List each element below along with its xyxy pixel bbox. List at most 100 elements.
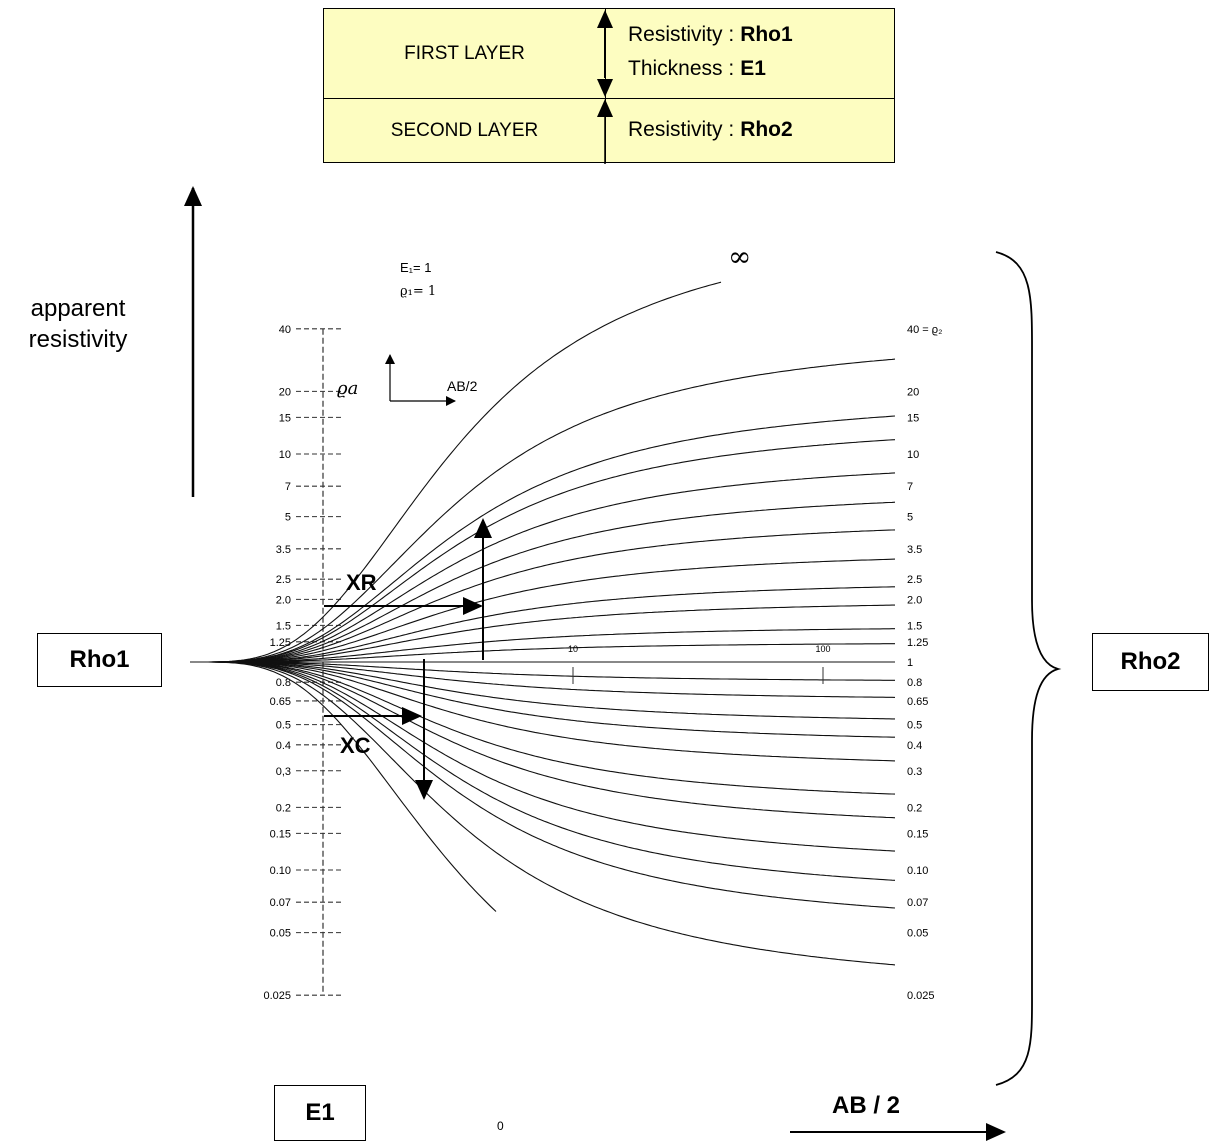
y-tick-label: 3.5 (276, 544, 291, 556)
resistivity-curve (190, 661, 896, 852)
curve-label: 0.025 (907, 990, 935, 1002)
x-axis-ticks: 10 100 (568, 644, 831, 684)
y-tick-label: 2.5 (276, 574, 291, 586)
curve-label: 0.10 (907, 865, 928, 877)
y-axis-ticks: 40 20 15 10 7 5 3.5 2.5 2.0 1.5 1.25 0.8 0.65 0.5 0.4 0… (263, 324, 341, 1002)
first-layer-thickness-label: Thickness : (628, 57, 735, 80)
resistivity-curve (190, 604, 895, 663)
resistivity-curve (190, 661, 895, 738)
y-tick-label: 40 (279, 324, 291, 336)
resistivity-curve (190, 628, 895, 663)
y-tick-label: 0.10 (270, 865, 291, 877)
x-tick-label: 10 (568, 644, 578, 654)
sounding-curves: 40 = ϱ₂ 20 15 10 7 5 3.5 2.5 2.0 1.5 1.25 1 0.8 0.65 0… (190, 281, 942, 1002)
curve-label: 0.2 (907, 802, 922, 814)
x-tick-label: 100 (815, 644, 830, 654)
second-layer-properties: Resistivity : Rho2 (606, 99, 894, 163)
curve-label: 1 (907, 657, 913, 669)
first-layer-properties: Resistivity : Rho1 Thickness : E1 (606, 9, 894, 98)
y-tick-label: 0.65 (270, 696, 291, 708)
first-layer-thickness: Thickness : E1 (628, 52, 894, 86)
zero-curve (190, 661, 497, 912)
first-layer-resistivity: Resistivity : Rho1 (628, 18, 894, 52)
resistivity-curve (190, 661, 896, 909)
y-tick-label: 0.05 (270, 928, 291, 940)
param-e1: E₁= 1 (400, 260, 432, 275)
resistivity-curve (190, 415, 896, 663)
zero-label: 0 (497, 1119, 504, 1133)
resistivity-curve (190, 439, 896, 663)
y-tick-label: 0.15 (270, 828, 291, 840)
resistivity-curve (190, 358, 896, 663)
inset-y-label: ϱa (337, 378, 358, 399)
resistivity-curve (190, 501, 896, 663)
resistivity-curve (190, 643, 895, 663)
curve-label: 20 (907, 386, 919, 398)
curve-label: 40 = ϱ₂ (907, 324, 942, 336)
first-layer-resistivity-value: Rho1 (740, 23, 793, 46)
y-tick-label: 0,3 (276, 766, 291, 778)
apparent-resistivity-caption: apparent resistivity (28, 295, 128, 353)
inset-x-label: AB/2 (447, 378, 478, 394)
second-layer-name: SECOND LAYER (324, 99, 606, 163)
y-tick-label: 1.25 (270, 637, 291, 649)
resistivity-curve (190, 661, 896, 881)
curve-label: 7 (907, 481, 913, 493)
y-tick-label: 0.07 (270, 897, 291, 909)
y-tick-label: 1.5 (276, 620, 291, 632)
y-tick-label: 7 (285, 481, 291, 493)
first-layer-thickness-value: E1 (740, 57, 766, 80)
resistivity-curve (190, 661, 896, 966)
curve-label: 0.05 (907, 928, 928, 940)
rho1-box: Rho1 (37, 633, 162, 687)
rho2-brace (995, 251, 1062, 1086)
e1-box: E1 (274, 1085, 366, 1141)
resistivity-curve (190, 661, 896, 819)
curve-label: 15 (907, 412, 919, 424)
curve-label: 3.5 (907, 544, 922, 556)
y-tick-label: 20 (279, 386, 291, 398)
curve-label: 5 (907, 512, 913, 524)
curve-label: 0.3 (907, 766, 922, 778)
y-tick-label: 5 (285, 512, 291, 524)
resistivity-curve (190, 661, 896, 698)
resistivity-curve (190, 529, 896, 663)
curve-label: 0.15 (907, 828, 928, 840)
infinity-curve (190, 281, 722, 663)
resistivity-curve (190, 661, 895, 681)
curve-label: 0.07 (907, 897, 928, 909)
first-layer-row: FIRST LAYER Resistivity : Rho1 Thickness… (324, 9, 894, 99)
curve-label: 0.8 (907, 677, 922, 689)
y-tick-label: 0.4 (276, 740, 291, 752)
curve-label: 10 (907, 449, 919, 461)
curve-label: 0.4 (907, 740, 922, 752)
layer-model-table: FIRST LAYER Resistivity : Rho1 Thickness… (323, 8, 895, 163)
curve-label: 0.5 (907, 720, 922, 732)
resistivity-curve (190, 558, 896, 663)
rho2-box: Rho2 (1092, 633, 1209, 691)
infinity-label: ∞ (728, 240, 751, 273)
resistivity-curve (190, 661, 895, 720)
second-layer-row: SECOND LAYER Resistivity : Rho2 (324, 99, 894, 163)
curve-label: 2.0 (907, 594, 922, 606)
curve-label: 2.5 (907, 574, 922, 586)
resistivity-curve (190, 586, 895, 663)
y-tick-label: 0.8 (276, 677, 291, 689)
y-tick-label: 0.025 (263, 990, 291, 1002)
curve-label: 1.25 (907, 637, 928, 649)
first-layer-resistivity-label: Resistivity : (628, 23, 735, 46)
y-tick-label: 0.5 (276, 720, 291, 732)
y-tick-label: 10 (279, 449, 291, 461)
curve-label: 1.5 (907, 620, 922, 632)
second-layer-resistivity-label: Resistivity : (628, 118, 735, 141)
y-tick-label: 15 (279, 412, 291, 424)
curve-label: 0.65 (907, 696, 928, 708)
second-layer-resistivity-value: Rho2 (740, 118, 793, 141)
resistivity-curve (190, 472, 896, 663)
y-tick-label: 0.2 (276, 802, 291, 814)
resistivity-curve (190, 661, 896, 762)
y-tick-label: 2.0 (276, 594, 291, 606)
param-rho1: ϱ₁= 1 (400, 284, 436, 299)
ab-half-caption: AB / 2 (832, 1092, 901, 1119)
